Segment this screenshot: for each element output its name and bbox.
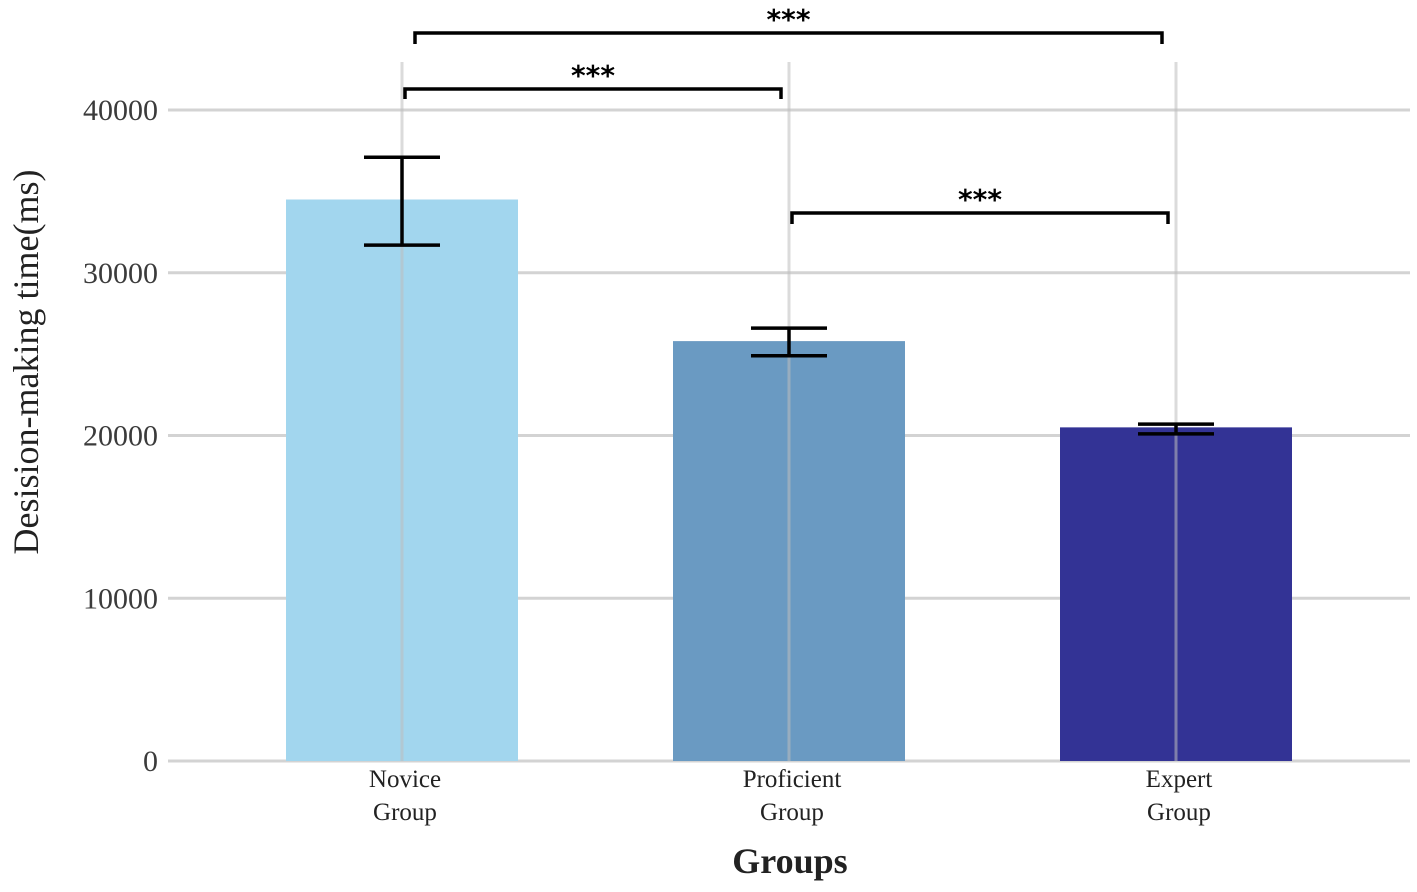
x-tick-label-line: Novice <box>369 766 441 793</box>
x-tick-label-0: Novice Group <box>369 766 441 826</box>
y-tick-label: 40000 <box>83 94 158 127</box>
significance-bracket-1: *** <box>790 183 1170 224</box>
significance-bracket-0: *** <box>403 59 783 99</box>
y-tick-label: 30000 <box>83 257 158 290</box>
y-axis-title: Desision-making time(ms) <box>6 170 46 555</box>
x-tick-labels: Novice Group Proficient Group Expert Group <box>369 766 1212 826</box>
significance-label: *** <box>958 183 1002 216</box>
y-tick-label: 10000 <box>83 582 158 615</box>
significance-label: *** <box>767 3 811 36</box>
significance-bracket-2: *** <box>413 3 1164 44</box>
vertical-gridlines <box>400 62 1178 761</box>
significance-brackets: *** *** *** <box>403 3 1170 224</box>
x-axis-title: Groups <box>732 841 847 881</box>
y-tick-label: 0 <box>143 745 158 778</box>
error-bar-2 <box>1138 422 1214 436</box>
significance-label: *** <box>571 59 615 92</box>
x-tick-label-line: Group <box>1147 799 1211 826</box>
error-bar-1 <box>751 326 827 358</box>
x-tick-label-line: Group <box>373 799 437 826</box>
y-tick-label: 20000 <box>83 420 158 453</box>
x-tick-label-line: Expert <box>1146 766 1213 793</box>
error-bar-0 <box>364 155 440 247</box>
error-bars <box>364 155 1214 436</box>
y-tick-labels: 0 10000 20000 30000 40000 <box>83 94 158 778</box>
x-tick-label-2: Expert Group <box>1146 766 1213 826</box>
x-tick-label-line: Group <box>760 799 824 826</box>
x-tick-label-line: Proficient <box>743 766 842 793</box>
x-tick-label-1: Proficient Group <box>743 766 842 826</box>
